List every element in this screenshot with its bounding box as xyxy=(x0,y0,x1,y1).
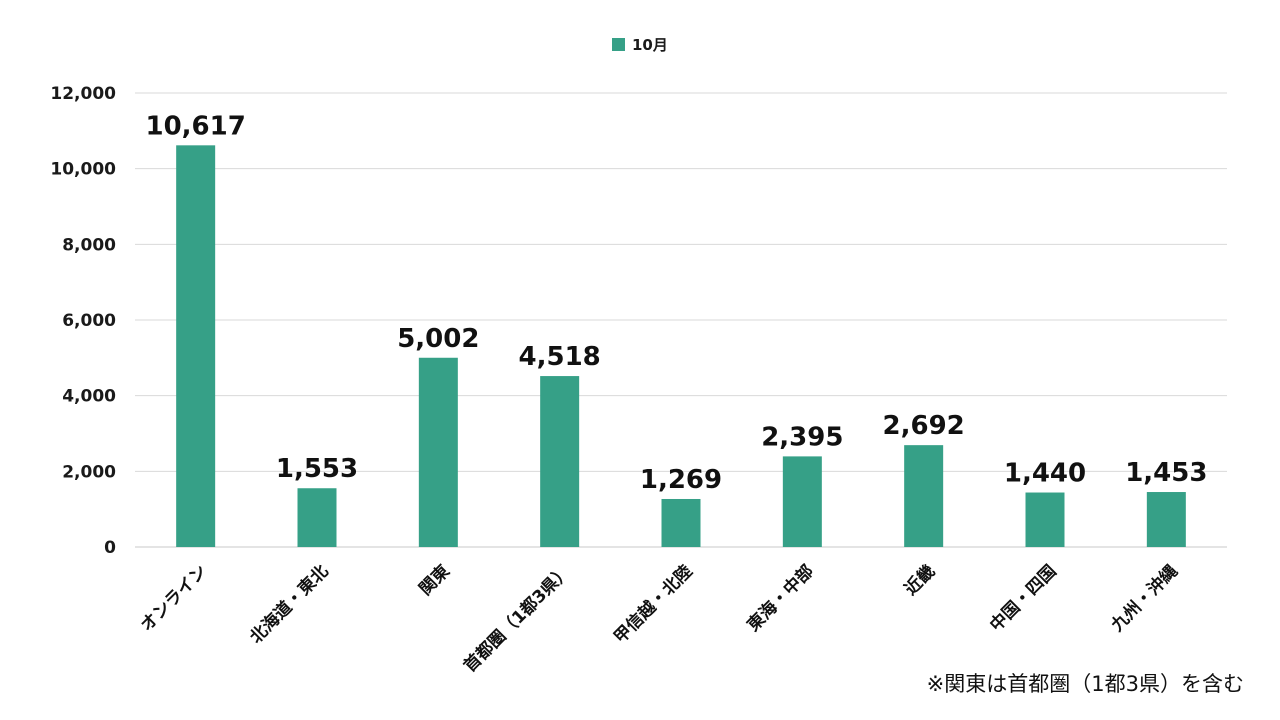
data-label: 1,440 xyxy=(1004,459,1086,489)
data-label: 1,553 xyxy=(276,454,358,484)
legend-swatch xyxy=(612,38,625,51)
bar xyxy=(1146,492,1186,547)
bar xyxy=(782,456,822,547)
category-label: 北海道・東北 xyxy=(246,561,333,648)
y-tick-label: 0 xyxy=(104,538,116,558)
data-label: 1,269 xyxy=(640,465,722,495)
y-tick-label: 4,000 xyxy=(62,387,116,407)
data-label: 1,453 xyxy=(1125,458,1207,488)
y-tick-label: 6,000 xyxy=(62,311,116,331)
bar xyxy=(297,488,337,547)
category-label: 首都圏（1都3県） xyxy=(459,561,575,677)
data-label: 5,002 xyxy=(397,324,479,354)
bar xyxy=(904,445,944,547)
y-tick-label: 8,000 xyxy=(62,235,116,255)
bar xyxy=(540,376,580,547)
data-label: 2,395 xyxy=(761,422,843,452)
bar xyxy=(176,145,216,548)
legend-label: 10月 xyxy=(632,36,668,54)
footnote: ※関東は首都圏（1都3県）を含む xyxy=(926,672,1244,696)
category-label: オンライン xyxy=(137,561,211,635)
category-label: 甲信越・北陸 xyxy=(610,561,697,648)
category-label: 東海・中部 xyxy=(743,561,818,636)
y-tick-label: 2,000 xyxy=(62,462,116,482)
category-label: 九州・沖縄 xyxy=(1106,561,1182,637)
y-tick-label: 12,000 xyxy=(50,84,116,104)
bar xyxy=(1025,492,1065,547)
category-label: 中国・四国 xyxy=(986,561,1061,636)
data-label: 10,617 xyxy=(145,111,245,141)
bar xyxy=(661,498,701,547)
bar xyxy=(418,357,458,547)
data-label: 4,518 xyxy=(519,342,601,372)
y-tick-label: 10,000 xyxy=(50,160,116,180)
data-label: 2,692 xyxy=(883,411,965,441)
category-label: 近畿 xyxy=(900,561,939,600)
category-label: 関東 xyxy=(415,561,454,600)
